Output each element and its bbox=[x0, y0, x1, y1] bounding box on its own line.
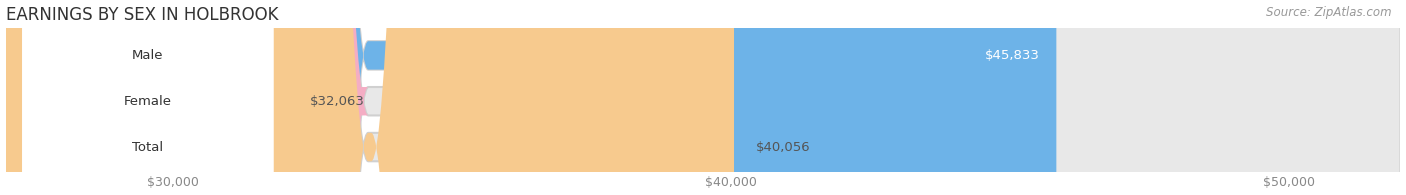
Text: $45,833: $45,833 bbox=[984, 49, 1039, 62]
Text: $40,056: $40,056 bbox=[756, 141, 811, 154]
FancyBboxPatch shape bbox=[22, 0, 273, 195]
Text: Male: Male bbox=[132, 49, 163, 62]
FancyBboxPatch shape bbox=[6, 0, 734, 195]
Text: $32,063: $32,063 bbox=[311, 95, 366, 108]
FancyBboxPatch shape bbox=[6, 0, 1400, 195]
Text: EARNINGS BY SEX IN HOLBROOK: EARNINGS BY SEX IN HOLBROOK bbox=[6, 5, 278, 24]
FancyBboxPatch shape bbox=[6, 0, 1056, 195]
Text: Source: ZipAtlas.com: Source: ZipAtlas.com bbox=[1267, 6, 1392, 19]
FancyBboxPatch shape bbox=[22, 0, 273, 195]
FancyBboxPatch shape bbox=[6, 0, 1400, 195]
FancyBboxPatch shape bbox=[22, 0, 273, 195]
Text: Total: Total bbox=[132, 141, 163, 154]
FancyBboxPatch shape bbox=[6, 0, 1400, 195]
FancyBboxPatch shape bbox=[0, 0, 368, 195]
Text: Female: Female bbox=[124, 95, 172, 108]
